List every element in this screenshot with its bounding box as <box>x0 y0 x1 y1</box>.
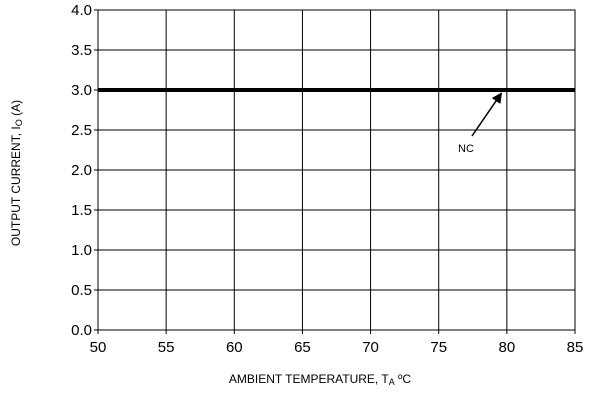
x-tick-label: 55 <box>158 339 175 356</box>
y-tick-label: 1.0 <box>71 242 92 259</box>
y-tick-label: 2.0 <box>71 162 92 179</box>
x-tick-labels: 50 55 60 65 70 75 80 85 <box>90 339 584 356</box>
y-tick-label: 2.5 <box>71 122 92 139</box>
y-tick-label: 3.0 <box>71 82 92 99</box>
x-tick-label: 60 <box>226 339 243 356</box>
x-axis-label: AMBIENT TEMPERATURE, TA ºC <box>229 372 412 387</box>
x-tick-label: 75 <box>430 339 447 356</box>
y-tick-label: 4.0 <box>71 2 92 19</box>
plot-frame <box>97 9 576 331</box>
annotation-arrow <box>471 92 503 137</box>
annotation-label: NC <box>458 143 474 155</box>
grid-lines <box>94 9 576 334</box>
x-tick-label: 50 <box>90 339 107 356</box>
y-tick-label: 0.0 <box>71 322 92 339</box>
x-tick-label: 70 <box>362 339 379 356</box>
x-tick-label: 80 <box>499 339 516 356</box>
y-axis-label: OUTPUT CURRENT, IO (A) <box>9 100 24 246</box>
y-tick-label: 3.5 <box>71 42 92 59</box>
x-tick-label: 65 <box>294 339 311 356</box>
y-tick-label: 1.5 <box>71 202 92 219</box>
y-tick-labels: 0.0 0.5 1.0 1.5 2.0 2.5 3.0 3.5 4.0 <box>71 2 92 339</box>
annotations: NC <box>458 92 503 155</box>
x-tick-label: 85 <box>567 339 584 356</box>
y-tick-label: 0.5 <box>71 282 92 299</box>
